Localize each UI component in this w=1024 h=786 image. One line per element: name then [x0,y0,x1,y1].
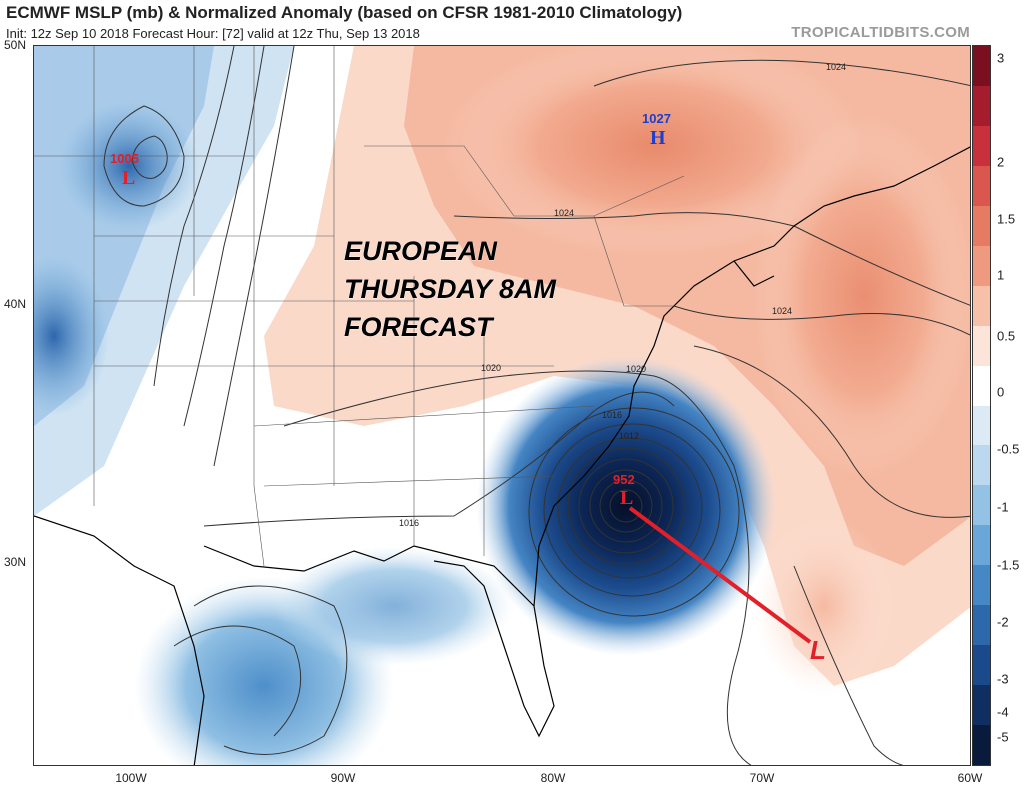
overlay-line-forecast: FORECAST [344,312,495,342]
colorbar-tick-label: -5 [997,729,1009,745]
isobar-label-group: 1024 1024 1024 1020 1020 1016 1016 1012 [399,62,846,528]
high-pressure-value: 1027 [642,111,671,126]
lon-label-100w: 100W [115,771,147,785]
southwest-anomaly-core [34,256,109,416]
atlantic-low-marker: L [810,635,826,665]
colorbar-tick-label: 0.5 [997,328,1016,344]
low-west-letter: L [122,167,135,189]
colorbar-segment [973,645,990,686]
atlantic-positive-anomaly [754,116,970,476]
colorbar-segment [973,405,990,446]
colorbar-segment [973,245,990,287]
track-arrow-line [628,506,812,644]
lon-label-90w: 90W [330,771,356,785]
colorbar-segment [973,525,990,566]
hurricane-letter: L [620,487,633,509]
colorbar-tick-label: -3 [997,671,1009,687]
colorbar-segment [973,565,990,606]
colorbar-segment [973,485,990,526]
colorbar-tick-label: -2 [997,614,1009,630]
colorbar-segment [973,165,990,207]
isobar-label: 1012 [619,431,639,441]
state-borders [34,46,685,567]
hurricane-anomaly [476,356,776,656]
map-panel: 1024 1024 1024 1020 1020 1016 1016 1012 … [33,45,971,766]
colorbar-tick-label: 3 [997,50,1005,66]
brand-watermark: TROPICALTIDBITS.COM [791,24,970,41]
colorbar-tick-label: 1.5 [997,211,1016,227]
hurricane-pressure-value: 952 [613,472,635,487]
lat-label-30n: 30N [4,555,27,569]
lon-label-70w: 70W [749,771,775,785]
colorbar-segment [973,445,990,486]
chart-title: ECMWF MSLP (mb) & Normalized Anomaly (ba… [6,3,683,22]
coastlines [34,146,970,765]
colorbar-tick-label: -1.5 [997,557,1020,573]
colorbar-segment [973,85,990,127]
map-canvas: 1024 1024 1024 1020 1020 1016 1016 1012 … [34,46,970,765]
isobar-label: 1020 [481,363,501,373]
colorbar-segment [973,325,990,367]
colorbar-segment [973,46,990,87]
colorbar-segment [973,285,990,327]
isobar-label: 1016 [602,410,622,420]
colorbar-tick-label: -4 [997,704,1009,720]
gulf-coast-anomaly [274,546,514,666]
colorbar-tick-label: 0 [997,384,1005,400]
isobars [103,46,970,765]
colorbar-segment [973,605,990,646]
forecast-overlay: EUROPEAN THURSDAY 8AM FORECAST [344,236,557,343]
overlay-line-european: EUROPEAN [344,236,498,266]
colorbar-segment [973,205,990,247]
chart-subtitle: Init: 12z Sep 10 2018 Forecast Hour: [72… [6,26,420,41]
isobar-label: 1024 [826,62,846,72]
colorbar-segment [973,725,990,766]
atlantic-low-anomaly [754,516,894,696]
isobar-label: 1016 [399,518,419,528]
colorbar-segment [973,685,990,726]
colorbar-tick-label: 2 [997,154,1005,170]
overlay-line-thursday: THURSDAY 8AM [344,274,557,304]
isobar-label: 1024 [554,208,574,218]
isobar-label: 1020 [626,364,646,374]
colorbar-tick-label: 1 [997,267,1005,283]
isobar-label: 1024 [772,306,792,316]
high-pressure-anomaly-core [444,46,864,256]
lon-label-60w: 60W [957,771,983,785]
lon-label-80w: 80W [540,771,566,785]
colorbar-segment [973,365,990,406]
colorbar [972,45,991,766]
low-west-anomaly-core [59,101,199,231]
low-west-value: 1005 [110,151,139,166]
colorbar-tick-label: -0.5 [997,441,1020,457]
lat-label-40n: 40N [4,297,27,311]
colorbar-tick-label: -1 [997,499,1009,515]
colorbar-segment [973,125,990,167]
high-pressure-letter: H [650,127,666,149]
lat-label-50n: 50N [4,38,27,52]
